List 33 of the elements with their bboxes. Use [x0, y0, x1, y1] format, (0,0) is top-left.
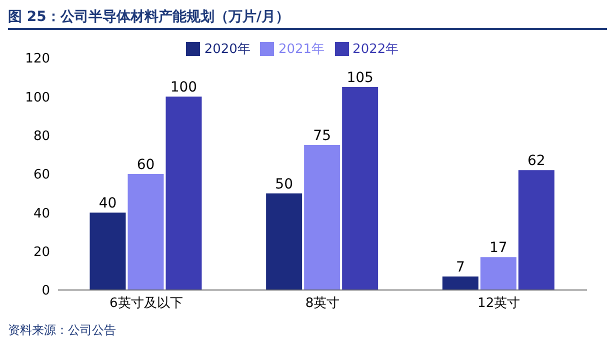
y-tick-label: 20 — [33, 244, 50, 260]
data-label: 60 — [136, 157, 155, 173]
data-label: 105 — [346, 70, 374, 86]
bar — [442, 276, 478, 290]
bar — [128, 174, 164, 290]
data-label: 17 — [489, 240, 508, 256]
y-tick-label: 100 — [25, 90, 50, 106]
data-label: 50 — [275, 176, 293, 192]
data-label: 40 — [98, 196, 117, 212]
bar — [342, 87, 378, 290]
bar — [480, 257, 516, 290]
legend-label: 2020年 — [204, 42, 250, 57]
y-tick-label: 60 — [33, 168, 50, 183]
bar — [90, 212, 126, 290]
bar — [266, 193, 302, 290]
y-tick-label: 80 — [33, 128, 50, 144]
bar — [518, 170, 554, 290]
data-label: 100 — [170, 80, 198, 96]
data-label: 62 — [527, 153, 546, 170]
text: 资料来源：公司公告 — [8, 322, 117, 339]
bar — [166, 96, 202, 290]
chart-title: 图 25：公司半导体材料产能规划（万片/月） — [8, 8, 607, 30]
x-tick-label: 6英寸及以下 — [110, 296, 183, 312]
legend-label: 2021年 — [278, 42, 325, 57]
bar — [304, 145, 340, 290]
y-tick-label: 40 — [33, 206, 50, 222]
y-tick-label: 0 — [42, 284, 50, 299]
x-tick-label: 12英寸 — [478, 296, 520, 312]
data-label: 75 — [313, 128, 331, 144]
legend-label: 2022年 — [352, 42, 399, 57]
x-tick-label: 8英寸 — [305, 296, 340, 312]
y-tick-label: 120 — [25, 52, 50, 67]
data-label: 7 — [456, 259, 465, 276]
